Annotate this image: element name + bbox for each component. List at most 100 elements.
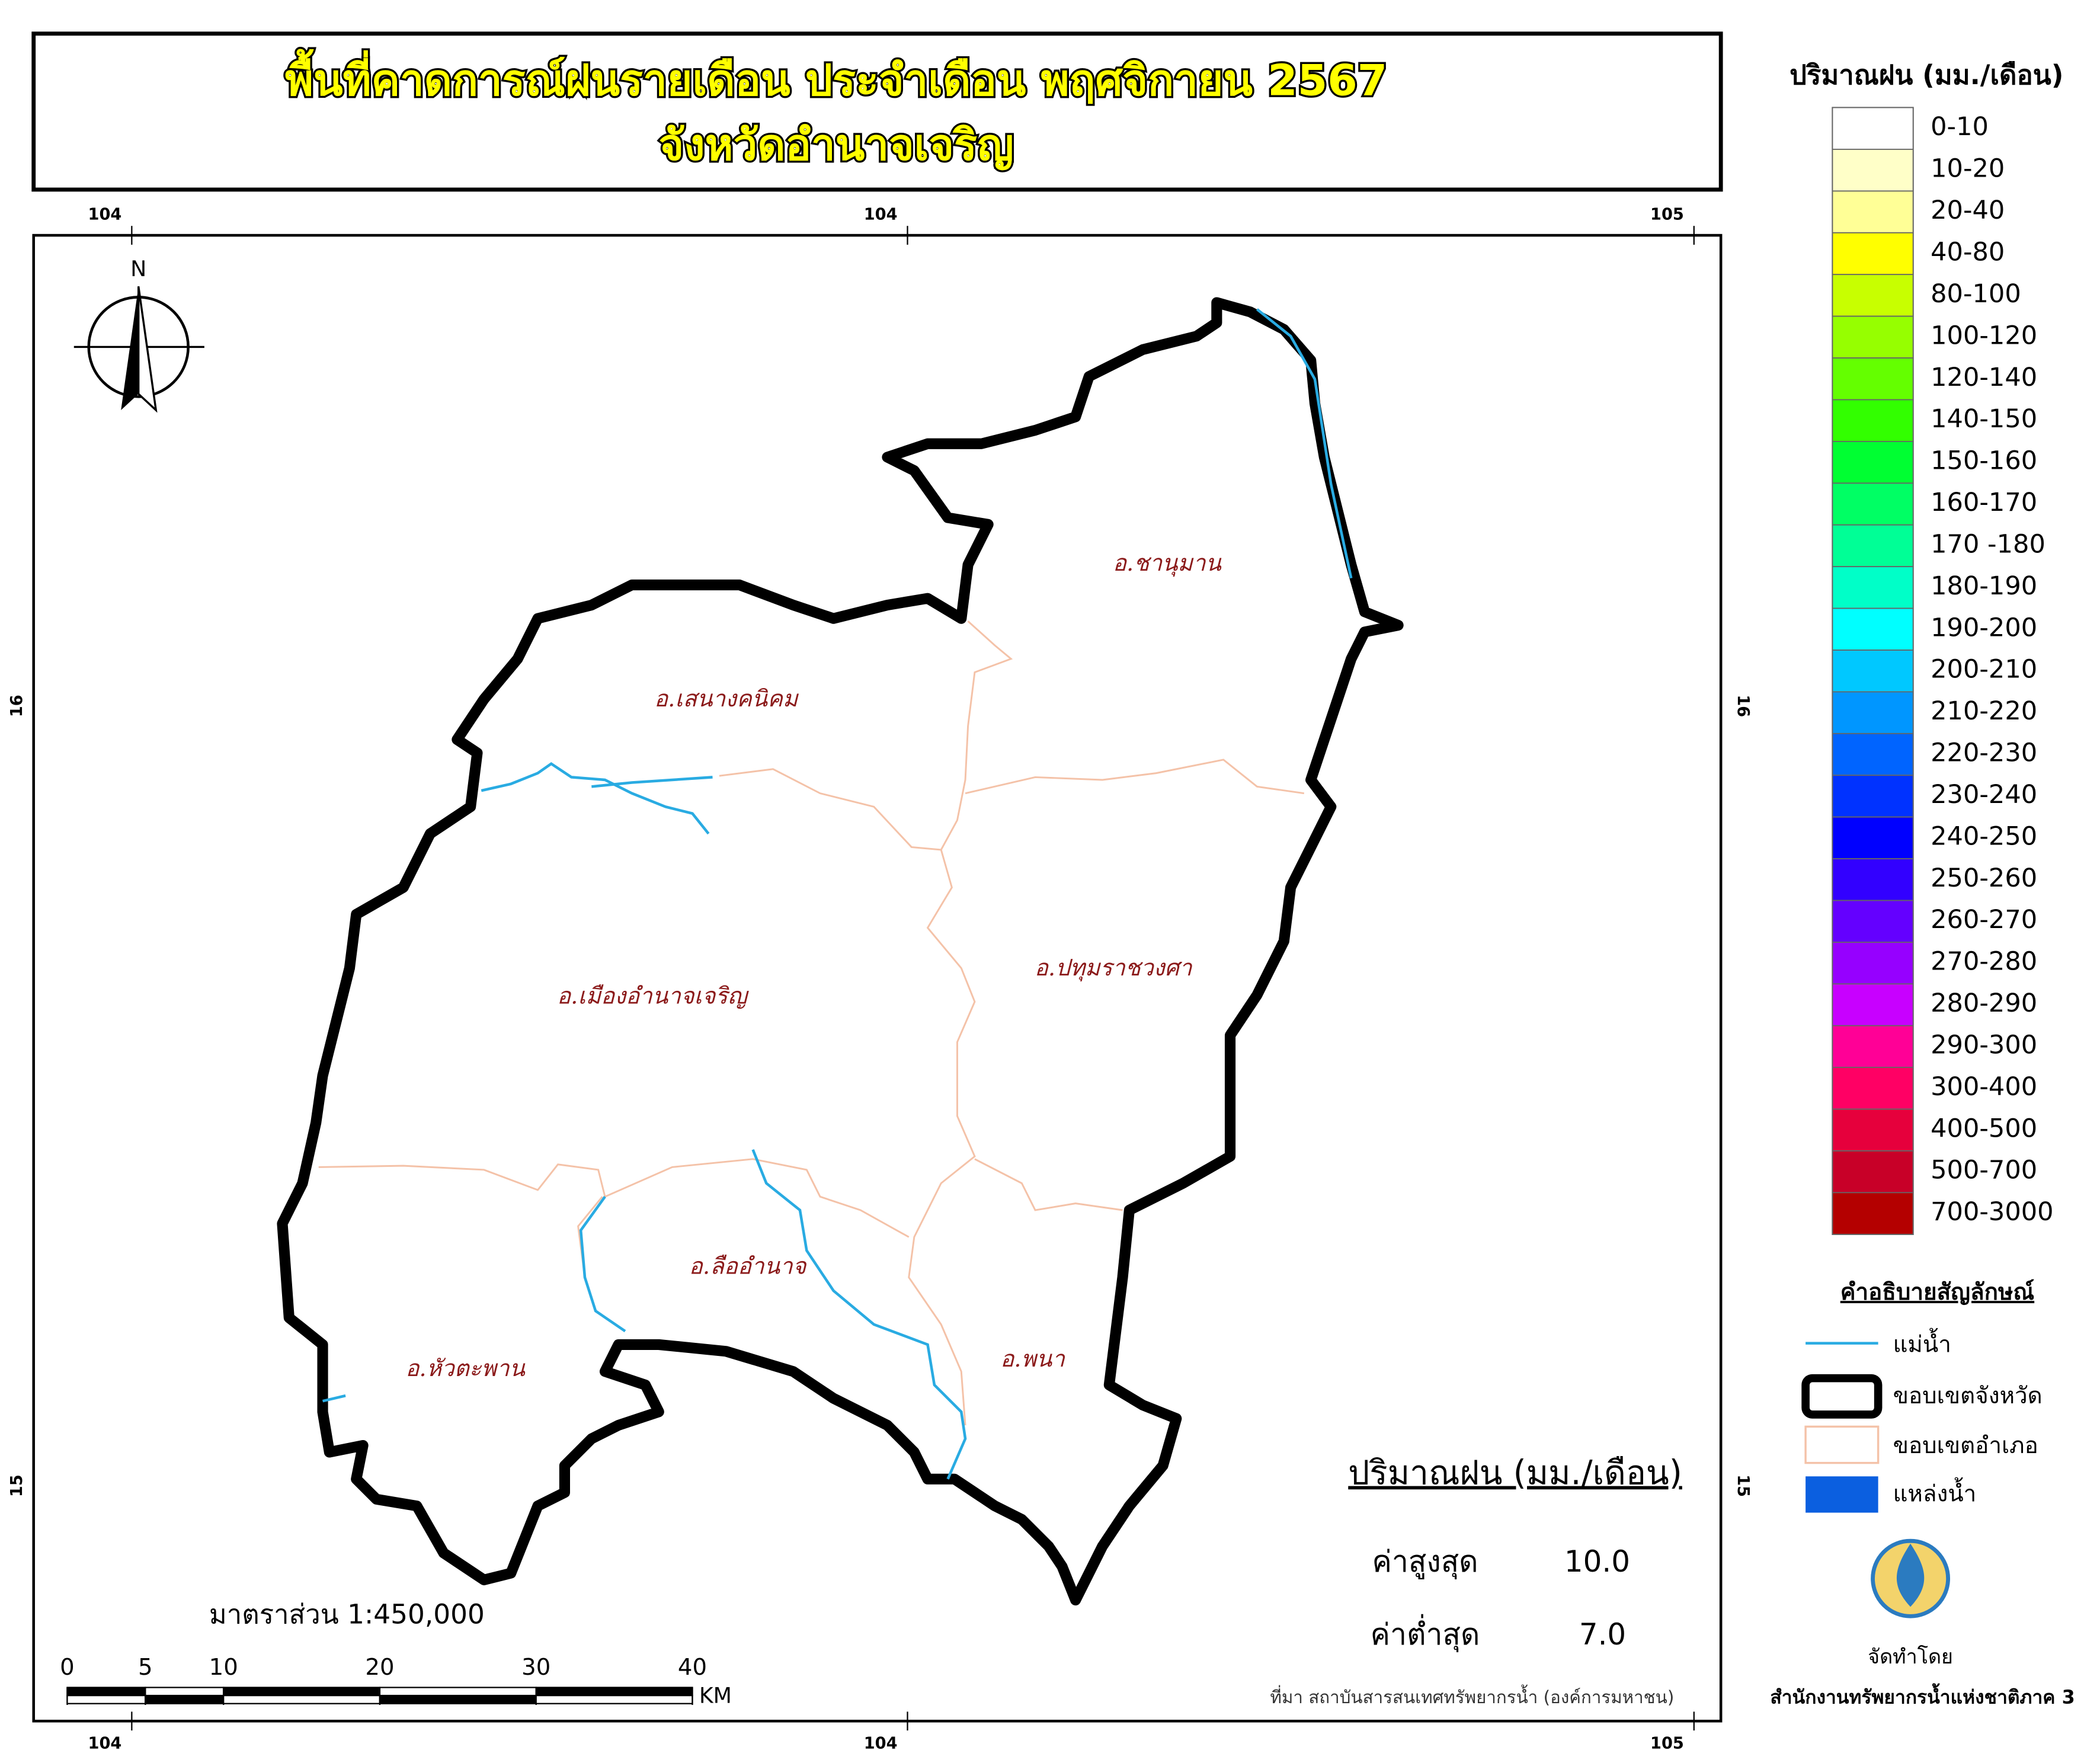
legend-label: 120-140 — [1931, 363, 2037, 392]
rivers — [322, 308, 1353, 1480]
legend-swatch — [1832, 107, 1914, 150]
district-label: อ.พนา — [1000, 1346, 1065, 1373]
legend-swatch — [1832, 274, 1914, 317]
scale-tick-label: 40 — [678, 1654, 707, 1681]
province — [277, 297, 1404, 1606]
legend-label: 150-160 — [1931, 446, 2037, 476]
scale-tick-label: 0 — [60, 1654, 75, 1681]
legend-swatch — [1832, 399, 1914, 442]
legend-swatch — [1832, 732, 1914, 776]
stats-title: ปริมาณฝน (มม./เดือน) — [1348, 1454, 1682, 1493]
scale-tick-label: 30 — [521, 1654, 550, 1681]
district-symbol — [1804, 1425, 1880, 1464]
credit-label: จัดทำโดย — [1868, 1645, 1953, 1669]
waterbody-symbol — [1806, 1476, 1878, 1513]
legend-label: 500-700 — [1931, 1156, 2037, 1185]
legend-label: 100-120 — [1931, 321, 2037, 350]
title-frame — [31, 31, 1723, 192]
legend-title: ปริมาณฝน (มม./เดือน) — [1790, 59, 2063, 91]
province-boundary — [277, 297, 1404, 1606]
district-label: อ.ชานุมาน — [1113, 550, 1222, 577]
credit-org: สำนักงานทรัพยากรน้ำแห่งชาติภาค 3 — [1770, 1683, 2075, 1709]
legend-label: 0-10 — [1931, 112, 1989, 142]
north-label: N — [130, 256, 146, 281]
legend-label: 400-500 — [1931, 1114, 2037, 1143]
legend-label: 230-240 — [1931, 780, 2037, 810]
legend-label: 190-200 — [1931, 613, 2037, 642]
legend-swatch — [1832, 1192, 1914, 1235]
legend-swatch — [1832, 149, 1914, 192]
scale-segment — [379, 1687, 537, 1697]
legend-label: 250-260 — [1931, 863, 2037, 893]
max-label: ค่าสูงสุด — [1372, 1544, 1478, 1579]
min-value: 7.0 — [1579, 1617, 1626, 1652]
legend-swatch — [1832, 315, 1914, 359]
source: ที่มา สถาบันสารสนเทศทรัพยากรน้ำ (องค์การ… — [1270, 1685, 1675, 1707]
max-value: 10.0 — [1564, 1544, 1630, 1579]
legend-swatch — [1832, 232, 1914, 276]
legend-label: 40-80 — [1931, 238, 2005, 267]
coord-label: 16 — [8, 695, 26, 717]
district-label: อ.ปทุมราชวงศา — [1035, 955, 1193, 982]
legend-swatch — [1832, 650, 1914, 693]
legend-label: 240-250 — [1931, 821, 2037, 851]
coord-label: 104 — [864, 1734, 898, 1750]
legend-swatch — [1832, 858, 1914, 901]
coord-label: 104 — [864, 206, 898, 224]
coord-label: 16 — [1734, 695, 1752, 717]
scale-segment — [379, 1694, 537, 1704]
symbol-label: แม่น้ำ — [1893, 1328, 1951, 1358]
legend-label: 300-400 — [1931, 1072, 2037, 1102]
logo — [1871, 1538, 1951, 1618]
coord-label: 104 — [88, 1734, 122, 1750]
scale-tick-label: 10 — [209, 1654, 238, 1681]
symbol-label: ขอบเขตจังหวัด — [1893, 1383, 2043, 1409]
legend-label: 20-40 — [1931, 196, 2005, 225]
coord-label: 15 — [8, 1474, 26, 1497]
legend-label: 700-3000 — [1931, 1197, 2053, 1227]
legend-swatch — [1832, 983, 1914, 1026]
legend-label: 180-190 — [1931, 571, 2037, 601]
legend-label: 200-210 — [1931, 655, 2037, 684]
scale-tick-label: 20 — [365, 1654, 394, 1681]
scale-segment — [66, 1694, 146, 1704]
title-line1: พื้นที่คาดการณ์ฝนรายเดือน ประจำเดือน พฤศ… — [285, 49, 1387, 106]
scale-tick-label: 5 — [138, 1654, 153, 1681]
legend-label: 260-270 — [1931, 905, 2037, 935]
legend-swatch — [1832, 816, 1914, 859]
coord-label: 104 — [88, 206, 122, 224]
legend-swatch — [1832, 190, 1914, 233]
legend-label: 140-150 — [1931, 404, 2037, 434]
district-label: อ.ลืออำนาจ — [689, 1253, 808, 1280]
legend-swatch — [1832, 524, 1914, 568]
scale-segment — [535, 1694, 693, 1704]
map-frame — [32, 233, 1723, 1723]
coord-label: 105 — [1650, 1734, 1684, 1750]
scale-unit: KM — [699, 1682, 732, 1708]
legend-swatch — [1832, 1108, 1914, 1151]
scale-segment — [145, 1687, 225, 1697]
district-label: อ.หัวตะพาน — [405, 1355, 526, 1382]
legend-swatch — [1832, 775, 1914, 818]
district-label: อ.เสนางคนิคม — [654, 686, 799, 712]
legend-label: 210-220 — [1931, 696, 2037, 726]
legend-swatch — [1832, 566, 1914, 609]
legend-label: 170 -180 — [1931, 529, 2045, 559]
legend-swatch — [1832, 942, 1914, 985]
scale-segment — [535, 1687, 693, 1697]
legend-swatch — [1832, 357, 1914, 401]
legend-swatch — [1832, 607, 1914, 651]
legend-label: 220-230 — [1931, 738, 2037, 768]
legend-swatch — [1832, 482, 1914, 526]
scale-segment — [223, 1694, 381, 1704]
legend-label: 290-300 — [1931, 1030, 2037, 1060]
legend-label: 10-20 — [1931, 154, 2005, 184]
scale-segment — [66, 1687, 146, 1697]
legend-swatch — [1832, 1067, 1914, 1110]
min-label: ค่าต่ำสุด — [1371, 1614, 1480, 1652]
province-symbol — [1801, 1374, 1883, 1419]
legend-label: 270-280 — [1931, 947, 2037, 977]
district-label: อ.เมืองอำนาจเจริญ — [557, 983, 749, 1010]
scale-segment — [223, 1687, 381, 1697]
